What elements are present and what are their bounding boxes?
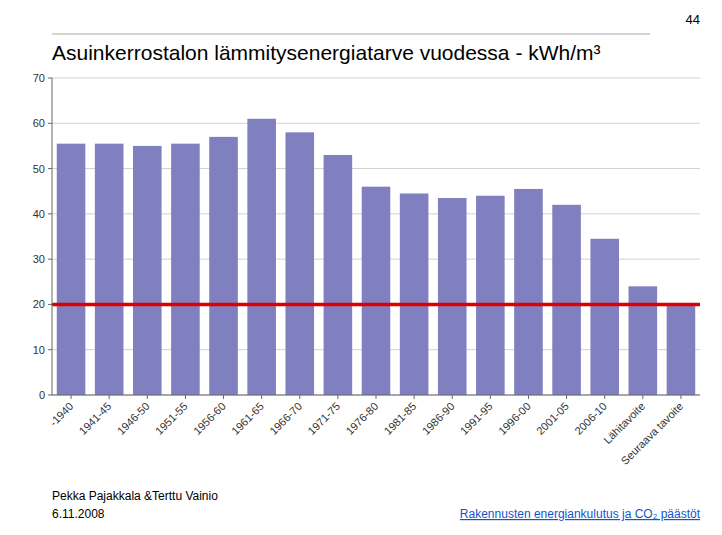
bar: Seuraava tavoite: 20	[667, 304, 696, 395]
y-tick-label: 50	[33, 163, 45, 175]
grid-line	[52, 304, 700, 305]
x-tick	[528, 395, 529, 399]
x-tick-label: 1966-70	[267, 400, 304, 437]
x-tick-label: 1956-60	[191, 400, 228, 437]
x-tick-label: 1976-80	[343, 400, 380, 437]
x-tick-label: 1991-95	[458, 400, 495, 437]
x-tick-label: -1940	[47, 400, 75, 428]
bar: 2001-05: 42	[552, 205, 581, 395]
x-tick-label: 1961-65	[229, 400, 266, 437]
bar: 1956-60: 57	[209, 137, 238, 395]
y-tick	[48, 304, 52, 305]
x-tick	[185, 395, 186, 399]
x-tick	[337, 395, 338, 399]
y-tick	[48, 395, 52, 396]
bar: 1966-70: 58	[285, 132, 314, 395]
y-tick-label: 60	[33, 117, 45, 129]
x-tick-label: 1996-00	[496, 400, 533, 437]
x-tick	[414, 395, 415, 399]
y-tick	[48, 123, 52, 124]
y-axis-line	[52, 78, 53, 395]
y-tick-label: 70	[33, 72, 45, 84]
x-tick	[490, 395, 491, 399]
page-number: 44	[686, 12, 700, 27]
grid-line	[52, 123, 700, 124]
y-tick-label: 0	[39, 389, 45, 401]
bar: 1961-65: 61	[247, 119, 276, 395]
x-tick-label: 2006-10	[572, 400, 609, 437]
bar: 1976-80: 46	[362, 187, 391, 395]
x-tick-label: 1981-85	[381, 400, 418, 437]
y-tick	[48, 349, 52, 350]
x-tick-label: 1986-90	[420, 400, 457, 437]
x-tick	[261, 395, 262, 399]
footer-left: Pekka Pajakkala &Terttu Vainio	[52, 489, 218, 503]
reference-line	[52, 303, 700, 307]
x-tick	[71, 395, 72, 399]
background	[0, 0, 722, 535]
y-tick-label: 20	[33, 298, 45, 310]
x-tick	[604, 395, 605, 399]
bar: 1941-45: 55.5	[95, 144, 124, 395]
x-tick	[642, 395, 643, 399]
footer-left: 6.11.2008	[52, 507, 105, 521]
x-axis: -19401941-451946-501951-551956-601961-65…	[47, 395, 685, 467]
x-tick	[223, 395, 224, 399]
chart-container: 44 Asuinkerrostalon lämmitysenergiatarve …	[0, 0, 722, 535]
y-tick	[48, 78, 52, 79]
x-tick	[147, 395, 148, 399]
y-axis: 0 10 20 30 40 50 60 70	[33, 72, 52, 401]
y-tick	[48, 168, 52, 169]
x-tick	[452, 395, 453, 399]
x-tick-label: 1951-55	[153, 400, 190, 437]
bar: 1946-50: 55	[133, 146, 162, 395]
grid	[52, 78, 700, 395]
bar: -1940: 55.5	[57, 144, 86, 395]
bar: 1991-95: 44	[476, 196, 505, 395]
bar: 2006-10: 34.5	[590, 239, 619, 395]
y-tick	[48, 259, 52, 260]
footer-right: Rakennusten energiankulutus ja CO₂ pääst…	[460, 507, 701, 521]
y-tick-label: 40	[33, 208, 45, 220]
x-tick-label: 2001-05	[534, 400, 571, 437]
bar: 1986-90: 43.5	[438, 198, 467, 395]
x-tick	[680, 395, 681, 399]
title: Asuinkerrostalon lämmitysenergiatarve vu…	[52, 41, 601, 64]
y-tick-label: 10	[33, 344, 45, 356]
bar: 1981-85: 44.5	[400, 193, 429, 395]
x-tick	[566, 395, 567, 399]
bars: -1940: 55.5 1941-45: 55.5 1946-50: 55 1951-…	[57, 119, 695, 395]
x-tick-label: Seuraava tavoite	[618, 400, 685, 467]
x-tick	[109, 395, 110, 399]
grid-line	[52, 78, 700, 79]
x-tick-label: 1946-50	[115, 400, 152, 437]
bar: 1951-55: 55.5	[171, 144, 200, 395]
y-tick-label: 30	[33, 253, 45, 265]
x-tick	[376, 395, 377, 399]
x-tick	[299, 395, 300, 399]
chart: 44 Asuinkerrostalon lämmitysenergiatarve …	[0, 0, 722, 535]
y-tick	[48, 213, 52, 214]
x-tick-label: 1941-45	[77, 400, 114, 437]
bar: 1971-75: 53	[324, 155, 353, 395]
separator	[52, 33, 650, 34]
bar: Lähitavoite: 24	[629, 286, 658, 395]
bar: 1996-00: 45.5	[514, 189, 543, 395]
x-tick-label: 1971-75	[305, 400, 342, 437]
